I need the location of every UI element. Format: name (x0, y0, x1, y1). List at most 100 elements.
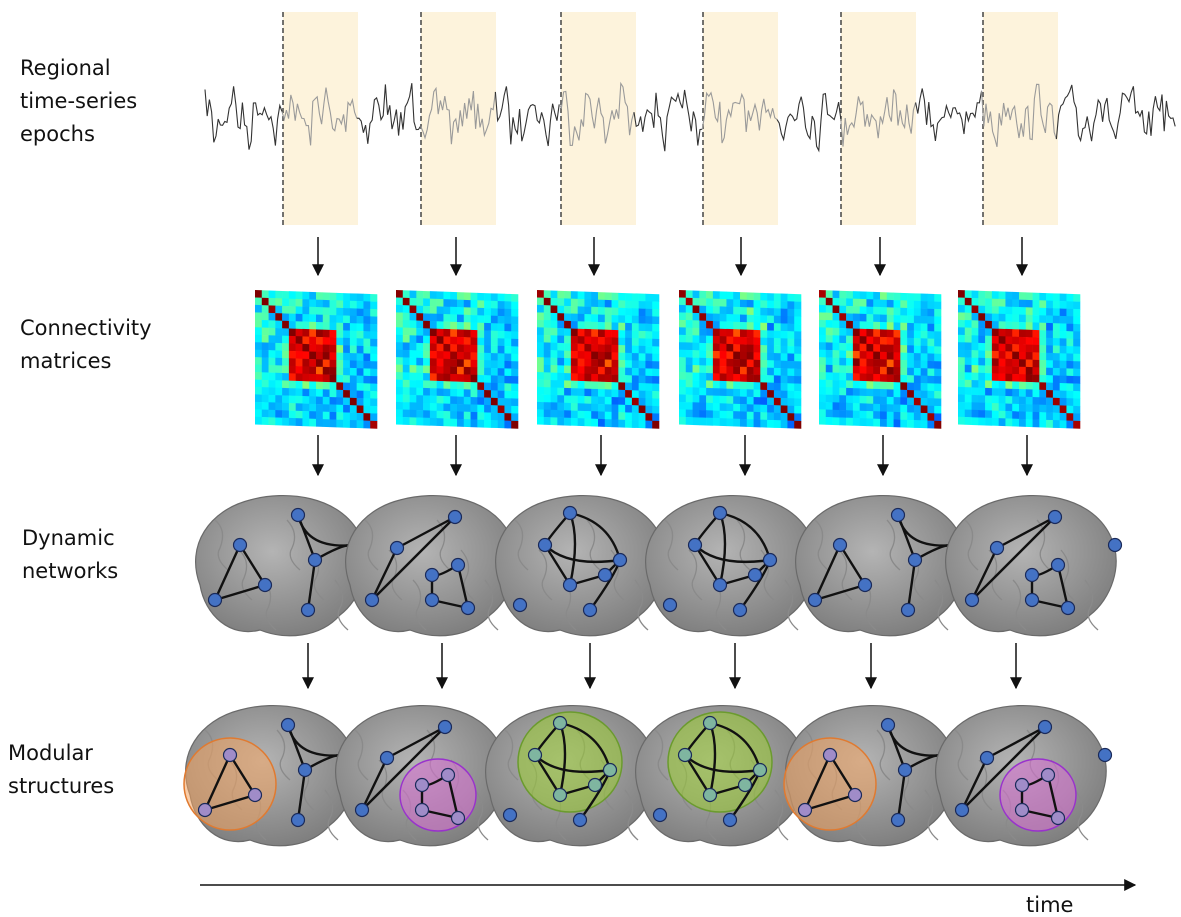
matrix-cell (511, 376, 518, 384)
matrix-cell (713, 373, 720, 381)
matrix-cell (350, 301, 357, 309)
matrix-cell (430, 306, 437, 314)
matrix-cell (598, 352, 605, 360)
matrix-cell (498, 331, 505, 339)
matrix-cell (423, 388, 430, 396)
matrix-cell (1046, 323, 1053, 331)
matrix-cell (921, 301, 928, 309)
matrix-cell (921, 346, 928, 354)
matrix-cell (978, 313, 985, 321)
matrix-cell (598, 300, 605, 308)
matrix-cell (477, 315, 484, 323)
matrix-cell (747, 382, 754, 390)
matrix-cell (537, 327, 544, 335)
matrix-cell (1073, 301, 1080, 309)
matrix-cell (1033, 293, 1040, 301)
matrix-cell (443, 329, 450, 337)
matrix-cell (498, 353, 505, 361)
matrix-cell (423, 306, 430, 314)
matrix-cell (934, 383, 941, 391)
matrix-cell (464, 345, 471, 353)
matrix-cell (826, 342, 833, 350)
matrix-cell (699, 343, 706, 351)
matrix-cell (873, 389, 880, 397)
matrix-cell (316, 367, 323, 375)
matrix-cell (410, 350, 417, 358)
matrix-cell (934, 421, 941, 429)
matrix-cell (693, 380, 700, 388)
matrix-cell (999, 291, 1006, 299)
matrix-cell (309, 411, 316, 419)
brain (636, 706, 807, 846)
matrix-cell (282, 313, 289, 321)
matrix-cell (275, 395, 282, 403)
matrix-cell (605, 397, 612, 405)
matrix-cell (350, 383, 357, 391)
matrix-cell (282, 298, 289, 306)
matrix-cell (255, 357, 262, 365)
matrix-cell (1005, 336, 1012, 344)
matrix-cell (511, 398, 518, 406)
matrix-cell (363, 368, 370, 376)
matrix-cell (275, 306, 282, 314)
matrix-cell (578, 366, 585, 374)
matrix-cell (511, 361, 518, 369)
matrix-cell (598, 307, 605, 315)
matrix-cell (612, 300, 619, 308)
matrix-cell (860, 344, 867, 352)
matrix-cell (551, 313, 558, 321)
matrix-cell (1060, 353, 1067, 361)
matrix-cell (972, 417, 979, 425)
matrix-cell (1066, 361, 1073, 369)
matrix-cell (760, 382, 767, 390)
network-node (449, 511, 462, 524)
matrix-cell (1046, 308, 1053, 316)
matrix-cell (965, 320, 972, 328)
matrix-cell (564, 321, 571, 329)
matrix-cell (255, 350, 262, 358)
matrix-cell (747, 300, 754, 308)
matrix-cell (282, 328, 289, 336)
network-node (754, 764, 767, 777)
matrix-cell (302, 336, 309, 344)
matrix-cell (370, 316, 377, 324)
row-label: Modular (8, 741, 93, 765)
matrix-cell (921, 376, 928, 384)
matrix-cell (887, 374, 894, 382)
matrix-cell (564, 328, 571, 336)
matrix-cell (551, 417, 558, 425)
matrix-cell (699, 306, 706, 314)
matrix-cell (450, 374, 457, 382)
matrix-cell (693, 410, 700, 418)
matrix-cell (740, 352, 747, 360)
matrix-cell (363, 324, 370, 332)
matrix-cell (598, 315, 605, 323)
matrix-cell (833, 313, 840, 321)
matrix-cell (511, 324, 518, 332)
matrix-cell (754, 360, 761, 368)
network-node (366, 594, 379, 607)
matrix-cell (591, 344, 598, 352)
matrix-cell (760, 323, 767, 331)
matrix-cell (443, 292, 450, 300)
matrix-cell (578, 351, 585, 359)
matrix-cell (289, 351, 296, 359)
matrix-cell (309, 329, 316, 337)
matrix-cell (1019, 389, 1026, 397)
matrix-cell (612, 404, 619, 412)
matrix-cell (309, 307, 316, 315)
matrix-cell (464, 337, 471, 345)
matrix-cell (289, 410, 296, 418)
matrix-cell (302, 396, 309, 404)
network-node (302, 604, 315, 617)
matrix-cell (958, 365, 965, 373)
matrix-cell (985, 291, 992, 299)
matrix-cell (511, 301, 518, 309)
matrix-cell (330, 293, 337, 301)
matrix-cell (1012, 419, 1019, 427)
matrix-cell (443, 374, 450, 382)
matrix-cell (880, 344, 887, 352)
matrix-cell (965, 357, 972, 365)
matrix-cell (894, 345, 901, 353)
matrix-cell (992, 366, 999, 374)
